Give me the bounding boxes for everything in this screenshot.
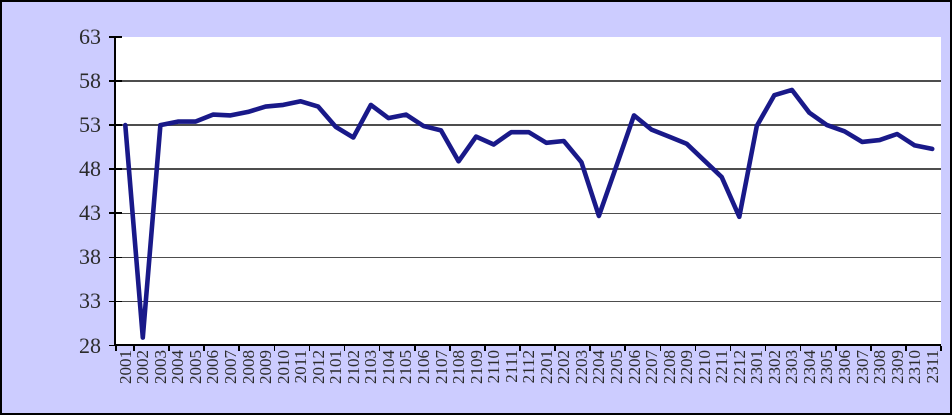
y-axis-tick-43 [109,212,122,215]
y-axis-tick-63 [109,36,122,38]
y-axis-tick-58 [109,80,122,82]
x-axis-tick-13 [343,346,346,351]
x-axis-label-2309: 2309 [887,350,907,384]
y-axis-label-53: 53 [79,112,101,138]
x-axis-label-2301: 2301 [747,350,767,384]
x-axis-tick-43 [870,346,872,351]
x-axis-label-2108: 2108 [449,350,469,384]
y-axis-label-63: 63 [79,24,101,49]
x-axis-label-2107: 2107 [431,350,451,384]
plot-area [114,37,941,346]
y-axis-label-58: 58 [79,68,101,94]
x-axis-label-2110: 2110 [484,350,504,384]
x-axis-label-2305: 2305 [817,350,837,384]
x-axis-tick-25 [554,346,556,351]
x-axis-tick-45 [905,346,907,351]
gridline-y-48 [116,168,941,170]
x-axis-label-2204: 2204 [589,350,609,384]
x-axis-tick-21 [484,346,486,351]
y-axis-label-33: 33 [79,288,101,314]
x-axis-label-2001: 2001 [115,350,135,384]
x-axis-tick-19 [449,346,451,351]
x-axis-label-2101: 2101 [326,350,346,384]
x-axis-label-2111: 2111 [501,350,521,383]
gridline-y-53 [116,124,941,126]
x-axis-tick-15 [378,346,381,351]
x-axis-tick-47 [940,346,942,351]
x-axis-label-2310: 2310 [905,350,925,384]
x-axis-tick-5 [203,346,205,351]
x-axis-label-2008: 2008 [238,350,258,384]
x-axis-label-2209: 2209 [677,350,697,384]
x-axis-tick-9 [273,346,276,351]
x-axis-tick-11 [308,346,311,351]
x-axis-label-2205: 2205 [606,350,626,384]
x-axis-label-2007: 2007 [221,350,241,384]
x-axis-label-2207: 2207 [642,350,662,384]
y-axis-label-38: 38 [79,244,101,270]
x-axis-label-2208: 2208 [659,350,679,384]
x-axis-label-2306: 2306 [835,350,855,384]
x-axis-label-2302: 2302 [764,350,784,384]
x-axis-tick-41 [834,346,837,351]
x-axis-label-2311: 2311 [922,350,942,384]
x-axis-label-2010: 2010 [273,350,293,384]
x-axis-tick-39 [799,346,802,351]
x-axis-tick-33 [694,346,697,351]
x-axis-label-2210: 2210 [694,350,714,384]
gridline-y-38 [116,256,941,259]
y-axis-tick-48 [109,168,122,170]
x-axis-label-2308: 2308 [870,350,890,384]
x-axis-label-2202: 2202 [554,350,574,384]
y-axis-label-28: 28 [79,332,101,358]
x-axis-label-2102: 2102 [343,350,363,384]
x-axis-tick-35 [729,346,732,351]
y-axis-tick-38 [109,256,122,259]
y-axis-label-43: 43 [79,200,101,226]
y-axis-tick-53 [109,124,122,126]
x-axis-label-2307: 2307 [852,350,872,384]
x-axis-tick-31 [659,346,662,351]
y-axis-tick-33 [109,300,122,303]
x-axis-tick-7 [238,346,241,351]
x-axis-label-2105: 2105 [396,350,416,384]
x-axis-label-2006: 2006 [203,350,223,384]
x-axis-tick-37 [764,346,767,351]
x-axis-tick-17 [413,346,416,351]
x-axis-label-2211: 2211 [712,350,732,384]
x-axis-tick-29 [624,346,627,351]
x-axis-label-2103: 2103 [361,350,381,384]
x-axis-label-2303: 2303 [782,350,802,384]
x-axis-label-2206: 2206 [624,350,644,384]
x-axis-label-2011: 2011 [291,350,311,384]
y-axis-tick-28 [109,344,122,347]
gridline-y-33 [116,300,941,303]
x-axis-tick-27 [589,346,591,351]
x-axis-corner-tick [114,346,117,351]
gridline-y-43 [116,212,941,215]
x-axis-label-2003: 2003 [150,350,170,384]
y-axis-label-48: 48 [79,156,101,182]
x-axis-tick-23 [519,346,521,351]
x-axis-label-2106: 2106 [413,350,433,384]
x-axis-label-2004: 2004 [168,350,188,384]
x-axis-label-2002: 2002 [133,350,153,384]
x-axis-label-2009: 2009 [256,350,276,384]
x-axis-tick-1 [133,346,135,351]
gridline-y-58 [116,80,941,82]
x-axis-label-2201: 2201 [536,350,556,384]
x-axis-label-2212: 2212 [729,350,749,384]
x-axis-label-2109: 2109 [466,350,486,384]
x-axis-label-2012: 2012 [308,350,328,384]
x-axis-tick-3 [168,346,170,351]
x-axis-label-2112: 2112 [519,350,539,384]
